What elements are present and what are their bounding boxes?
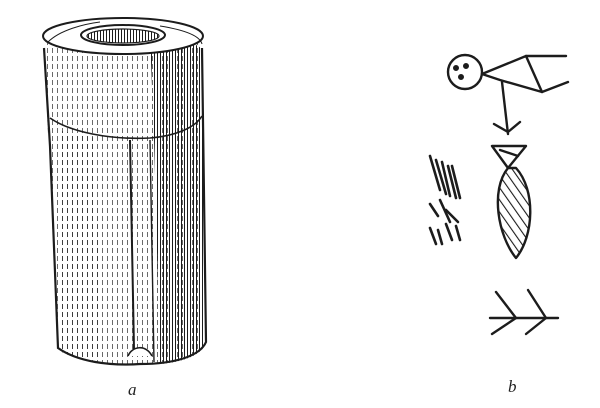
tally-marks xyxy=(430,156,460,244)
incised-signs xyxy=(430,55,568,334)
figure-head-icon xyxy=(448,55,482,89)
caption-b: b xyxy=(508,378,517,395)
caption-a: a xyxy=(128,381,137,398)
stone-cylinder xyxy=(43,18,206,364)
